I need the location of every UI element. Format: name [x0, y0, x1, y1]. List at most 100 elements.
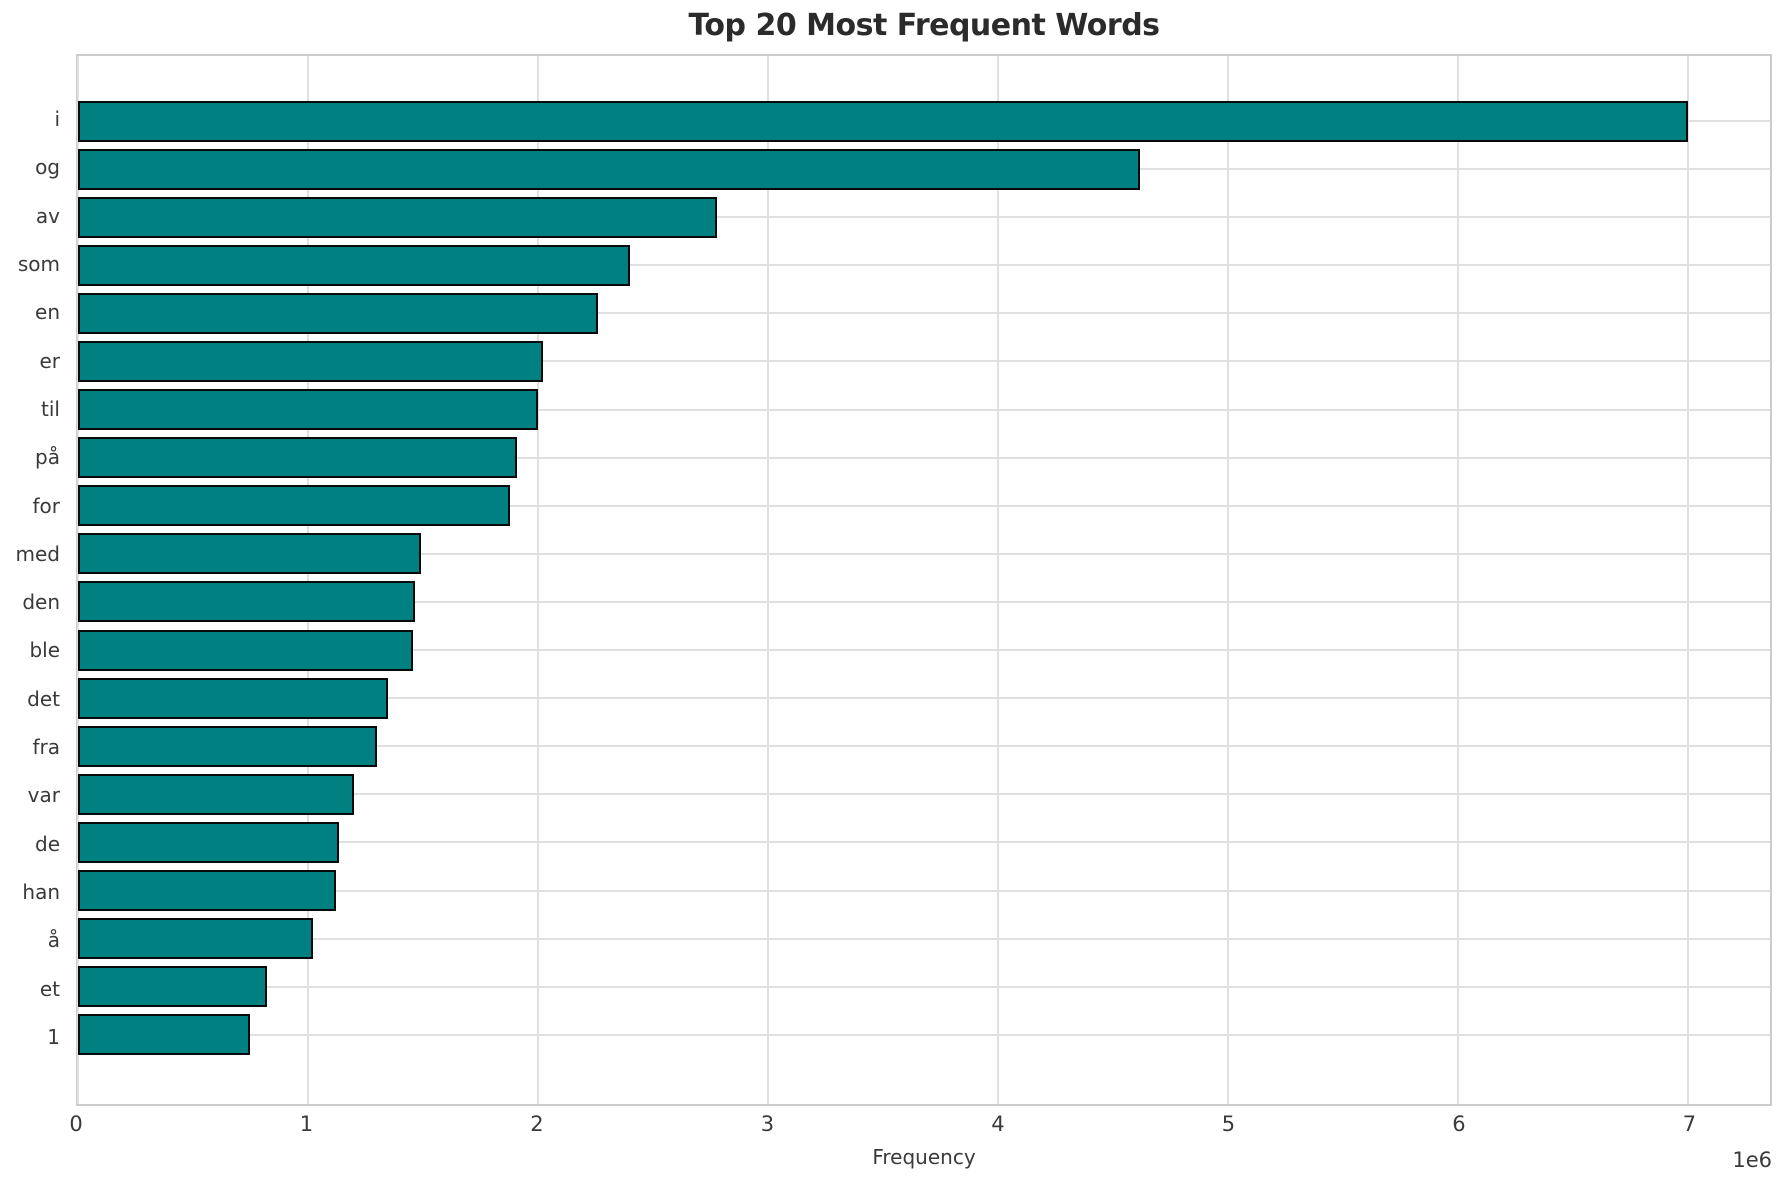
bar-i — [78, 100, 1688, 142]
vertical-gridline — [306, 56, 309, 1104]
bar-å — [78, 918, 313, 960]
bar-fra — [78, 725, 377, 767]
bar-row — [78, 386, 1770, 434]
vertical-gridline — [1226, 56, 1229, 1104]
bar-row — [78, 97, 1770, 145]
bar-row — [78, 241, 1770, 289]
horizontal-gridline — [78, 456, 1770, 459]
y-tick-label: av — [35, 203, 60, 228]
bar-row — [78, 193, 1770, 241]
bar-row — [78, 818, 1770, 866]
x-axis-label: Frequency — [872, 1145, 976, 1169]
y-tick-label: den — [22, 590, 60, 615]
y-tick-label: på — [35, 445, 60, 470]
horizontal-gridline — [78, 889, 1770, 892]
bar-er — [78, 340, 543, 382]
bar-et — [78, 966, 267, 1008]
y-tick-label: fra — [32, 735, 60, 760]
horizontal-gridline — [78, 360, 1770, 363]
y-tick-label: de — [35, 831, 60, 856]
y-tick-label: det — [27, 686, 60, 711]
x-tick-label: 7 — [1682, 1112, 1697, 1136]
bar-row — [78, 530, 1770, 578]
vertical-gridline — [536, 56, 539, 1104]
bar-row — [78, 674, 1770, 722]
horizontal-gridline — [78, 697, 1770, 700]
bar-row — [78, 578, 1770, 626]
vertical-gridline — [77, 56, 79, 1104]
horizontal-gridline — [78, 408, 1770, 411]
bar-det — [78, 677, 389, 719]
bar-en — [78, 292, 598, 334]
horizontal-gridline — [78, 312, 1770, 315]
bar-row — [78, 963, 1770, 1011]
horizontal-gridline — [78, 985, 1770, 988]
x-tick-label: 3 — [760, 1112, 775, 1136]
horizontal-gridline — [78, 600, 1770, 603]
bar-med — [78, 533, 421, 575]
x-tick-label: 2 — [530, 1112, 544, 1136]
bar-row — [78, 722, 1770, 770]
plot-area — [76, 54, 1772, 1106]
horizontal-gridline — [78, 264, 1770, 267]
bar-row — [78, 626, 1770, 674]
bar-var — [78, 773, 354, 815]
vertical-gridline — [1456, 56, 1459, 1104]
bar-row — [78, 915, 1770, 963]
bar-de — [78, 821, 339, 863]
x-tick-label: 4 — [991, 1112, 1005, 1136]
bar-row — [78, 289, 1770, 337]
bar-den — [78, 581, 415, 623]
bar-på — [78, 437, 518, 479]
axis-offset-label: 1e6 — [1732, 1148, 1772, 1172]
y-tick-label: og — [35, 155, 60, 180]
y-tick-label: ble — [29, 638, 60, 663]
bar-ble — [78, 629, 413, 671]
x-tick-label: 1 — [299, 1112, 314, 1136]
bar-row — [78, 482, 1770, 530]
bar-row — [78, 145, 1770, 193]
horizontal-gridline — [78, 552, 1770, 555]
vertical-gridline — [766, 56, 769, 1104]
bar-row — [78, 434, 1770, 482]
y-tick-label: han — [22, 880, 60, 904]
bar-til — [78, 389, 538, 431]
horizontal-gridline — [78, 504, 1770, 507]
y-tick-label: en — [35, 300, 60, 325]
bar-rows — [78, 56, 1770, 1104]
x-tick-label: 5 — [1221, 1112, 1236, 1136]
y-tick-label: i — [54, 107, 60, 131]
horizontal-gridline — [78, 793, 1770, 796]
bar-row — [78, 337, 1770, 385]
horizontal-gridline — [78, 1033, 1770, 1036]
horizontal-gridline — [78, 649, 1770, 652]
bar-row — [78, 1011, 1770, 1059]
vertical-gridline — [1686, 56, 1689, 1104]
bar-han — [78, 870, 336, 911]
y-tick-label: til — [41, 396, 60, 421]
chart-title: Top 20 Most Frequent Words — [688, 8, 1160, 43]
y-tick-label: å — [47, 928, 60, 953]
y-tick-label: som — [17, 251, 60, 276]
y-tick-label: 1 — [47, 1024, 60, 1049]
y-tick-label: et — [39, 976, 60, 1001]
vertical-gridline — [996, 56, 999, 1104]
x-tick-label: 0 — [69, 1112, 83, 1136]
y-tick-label: for — [32, 493, 61, 518]
horizontal-gridline — [78, 216, 1770, 219]
y-tick-label: med — [15, 541, 60, 566]
horizontal-gridline — [78, 841, 1770, 844]
bar-row — [78, 867, 1770, 915]
bar-for — [78, 485, 511, 527]
bar-og — [78, 148, 1141, 190]
horizontal-gridline — [78, 937, 1770, 940]
y-axis-labels: i og av som en er til på for med den ble det fra var de… — [0, 54, 60, 1106]
y-tick-label: var — [27, 783, 60, 808]
vertical-gridlines — [77, 56, 1770, 1104]
x-tick-label: 6 — [1452, 1112, 1466, 1136]
y-tick-label: er — [39, 348, 60, 373]
bar-av — [78, 196, 718, 238]
bar-som — [78, 244, 630, 286]
horizontal-gridline — [78, 745, 1770, 748]
